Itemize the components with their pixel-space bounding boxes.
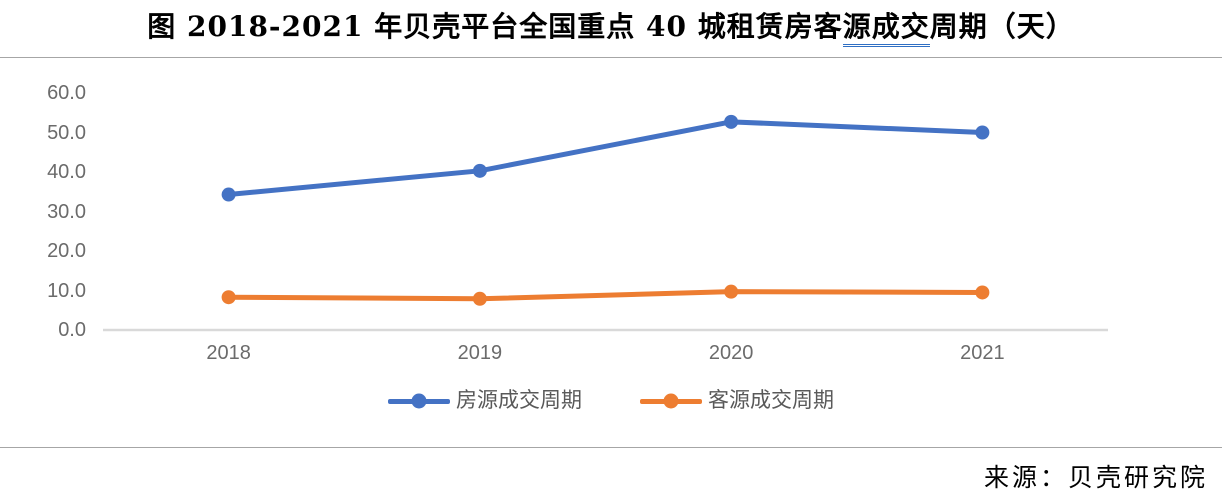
y-tick-label-60.0: 60.0 (47, 82, 86, 104)
x-tick-label-2021: 2021 (960, 342, 1005, 364)
y-tick-label-20.0: 20.0 (47, 240, 86, 262)
chart-title-part1: 图 2018-2021 年贝壳平台全国重点 40 城租赁房客 (147, 10, 843, 43)
x-tick-label-2018: 2018 (206, 342, 251, 364)
legend-item-client-cycle: 客源成交周期 (640, 388, 834, 414)
bottom-divider (0, 447, 1222, 448)
x-tick-label-2019: 2019 (457, 342, 503, 364)
legend: 房源成交周期 客源成交周期 (0, 388, 1222, 414)
series1-line-marker-icon (388, 393, 450, 409)
legend-label-series1: 房源成交周期 (456, 389, 582, 412)
chart-title-underlined-text: 源成交 (842, 10, 930, 47)
chart-title: 图 2018-2021 年贝壳平台全国重点 40 城租赁房客源成交周期（天） (0, 8, 1222, 47)
data-point-房源成交周期-2020 (724, 114, 739, 129)
y-tick-label-40.0: 40.0 (47, 161, 86, 183)
data-point-客源成交周期-2019 (472, 291, 487, 306)
x-tick-label-2020: 2020 (708, 342, 754, 364)
y-tick-label-50.0: 50.0 (47, 121, 86, 144)
data-point-客源成交周期-2020 (724, 284, 739, 299)
data-point-客源成交周期-2021 (975, 285, 990, 300)
y-tick-label-0.0: 0.0 (58, 319, 86, 341)
source-note: 来源：贝壳研究院 (983, 463, 1208, 492)
series-line-2 (226, 289, 985, 302)
data-point-房源成交周期-2018 (221, 187, 236, 202)
data-point-客源成交周期-2018 (221, 290, 236, 305)
series-line-1 (226, 119, 985, 198)
data-point-房源成交周期-2019 (472, 163, 487, 178)
data-point-房源成交周期-2021 (975, 125, 990, 140)
top-divider (0, 57, 1222, 58)
legend-label-series2: 客源成交周期 (708, 389, 834, 412)
y-tick-label-10.0: 10.0 (47, 279, 86, 302)
series2-dot-icon (663, 393, 679, 409)
chart-title-part2: 周期（天） (929, 10, 1075, 43)
legend-item-house-cycle: 房源成交周期 (388, 388, 582, 414)
y-tick-label-30.0: 30.0 (47, 200, 86, 223)
series1-dot-icon (411, 393, 427, 409)
series2-line-marker-icon (640, 393, 702, 409)
